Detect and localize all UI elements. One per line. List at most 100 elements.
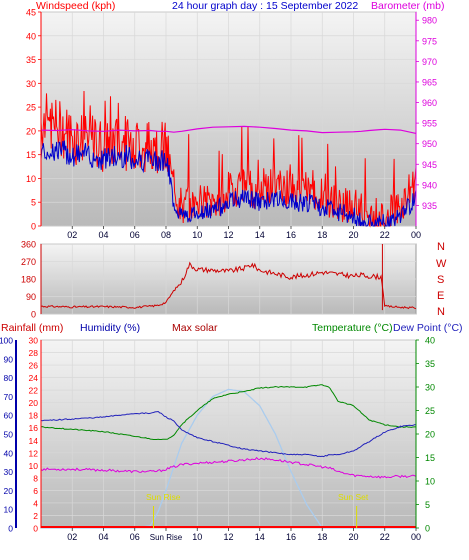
wind-direction-line <box>40 261 417 310</box>
wind-y-tick-label: 35 <box>26 55 36 65</box>
temp-x-tick-label: 18 <box>317 532 327 542</box>
wind-y-tick-label: 0 <box>31 222 36 232</box>
baro-y-tick-label: 955 <box>422 119 437 129</box>
wind-x-tick-label: 22 <box>380 230 390 240</box>
rain-y-tick-label: 18 <box>29 411 39 421</box>
wind-x-tick-label: 04 <box>98 230 108 240</box>
temp-x-tick-label: 12 <box>223 532 233 542</box>
graph-title: 24 hour graph day : 15 September 2022 <box>172 0 358 12</box>
temp-x-tick-label: 20 <box>348 532 358 542</box>
temp-x-tick-label: 00 <box>411 532 421 542</box>
wind-y-tick-label: 30 <box>26 79 36 89</box>
rain-y-tick-label: 22 <box>29 386 39 396</box>
temp-y-tick-label: 5 <box>425 500 430 510</box>
wind-x-tick-label: 00 <box>411 230 421 240</box>
rain-y-tick-label: 6 <box>33 486 38 496</box>
wind-x-tick-label: 02 <box>67 230 77 240</box>
wind-x-tick-label: 06 <box>130 230 140 240</box>
wind-average-line <box>40 140 417 227</box>
rain-y-tick-label: 20 <box>29 398 39 408</box>
baro-y-tick-label: 945 <box>422 160 437 170</box>
temp-x-tick-label: 06 <box>130 532 140 542</box>
solar-title: Max solar <box>172 322 218 334</box>
temp-y-tick-label: 10 <box>425 477 435 487</box>
baro-y-tick-label: 950 <box>422 139 437 149</box>
humidity-y-tick-label: 80 <box>4 373 14 383</box>
temp-y-tick-label: 40 <box>425 336 435 346</box>
humidity-title: Humidity (%) <box>80 322 140 334</box>
temp-x-tick-label: 16 <box>286 532 296 542</box>
rain-y-tick-label: 14 <box>29 436 39 446</box>
humidity-y-tick-label: 70 <box>4 392 14 402</box>
humidity-y-tick-label: 30 <box>4 467 14 477</box>
humidity-y-tick-label: 60 <box>4 411 14 421</box>
baro-y-tick-label: 960 <box>422 98 437 108</box>
dir-y-tick-label: 0 <box>31 310 36 320</box>
baro-y-tick-label: 975 <box>422 36 437 46</box>
rain-y-tick-label: 8 <box>33 473 38 483</box>
temp-x-tick-label: 04 <box>98 532 108 542</box>
rain-y-tick-label: 2 <box>33 511 38 521</box>
dir-y-tick-label: 360 <box>21 240 36 250</box>
baro-y-tick-label: 965 <box>422 77 437 87</box>
humidity-y-tick-label: 100 <box>0 336 13 346</box>
humidity-y-tick-label: 0 <box>8 524 13 534</box>
baro-y-tick-label: 980 <box>422 16 437 26</box>
temp-y-tick-label: 20 <box>425 430 435 440</box>
temp-y-tick-label: 0 <box>425 524 430 534</box>
wind-x-tick-label: 08 <box>161 230 171 240</box>
rain-y-tick-label: 30 <box>29 336 39 346</box>
temp-x-tick-label: Sun Rise <box>150 533 183 542</box>
humidity-line <box>40 410 416 458</box>
compass-n-bottom: N <box>437 306 445 318</box>
wind-y-tick-label: 25 <box>26 103 36 113</box>
rain-y-tick-label: 12 <box>29 448 39 458</box>
wind-y-tick-label: 10 <box>26 174 36 184</box>
rain-y-tick-label: 28 <box>29 348 39 358</box>
baro-title: Barometer (mb) <box>371 0 445 12</box>
humidity-y-tick-label: 10 <box>4 505 14 515</box>
wind-x-tick-label: 18 <box>317 230 327 240</box>
dir-y-tick-label: 270 <box>21 257 36 267</box>
barometer-line <box>40 125 417 134</box>
sunset-label: Sun Set <box>338 492 369 502</box>
rain-y-tick-label: 4 <box>33 498 38 508</box>
dir-y-tick-label: 90 <box>26 292 36 302</box>
rain-y-tick-label: 16 <box>29 423 39 433</box>
dir-y-tick-label: 180 <box>21 275 36 285</box>
humidity-y-tick-label: 50 <box>4 430 14 440</box>
rain-y-tick-label: 10 <box>29 461 39 471</box>
temp-y-tick-label: 35 <box>425 359 435 369</box>
rain-y-tick-label: 0 <box>33 524 38 534</box>
wind-x-tick-label: 14 <box>255 230 265 240</box>
temp-y-tick-label: 30 <box>425 383 435 393</box>
temp-x-tick-label: 22 <box>380 532 390 542</box>
wind-title: Windspeed (kph) <box>36 0 115 12</box>
temp-x-tick-label: 02 <box>67 532 77 542</box>
compass-w: W <box>436 258 447 270</box>
wind-y-tick-label: 15 <box>26 150 36 160</box>
dewpoint-title: Dew Point (°C) <box>393 322 463 334</box>
wind-y-tick-label: 20 <box>26 126 36 136</box>
humidity-y-tick-label: 90 <box>4 354 14 364</box>
baro-y-tick-label: 970 <box>422 57 437 67</box>
wind-x-tick-label: 12 <box>223 230 233 240</box>
baro-y-tick-label: 935 <box>422 201 437 211</box>
wind-y-tick-label: 40 <box>26 31 36 41</box>
temp-x-tick-label: 14 <box>255 532 265 542</box>
dewpoint-line <box>40 456 417 479</box>
wind-x-tick-label: 16 <box>286 230 296 240</box>
humidity-y-tick-label: 40 <box>4 448 14 458</box>
temperature-line <box>40 384 416 440</box>
compass-s: S <box>437 274 444 286</box>
wind-y-tick-label: 45 <box>26 8 36 18</box>
temp-y-tick-label: 25 <box>425 406 435 416</box>
temp-x-tick-label: 10 <box>192 532 202 542</box>
rain-y-tick-label: 24 <box>29 373 39 383</box>
wind-x-tick-label: 10 <box>192 230 202 240</box>
sunrise-label: Sun Rise <box>146 492 181 502</box>
temp-y-tick-label: 15 <box>425 453 435 463</box>
wind-x-tick-label: 20 <box>348 230 358 240</box>
